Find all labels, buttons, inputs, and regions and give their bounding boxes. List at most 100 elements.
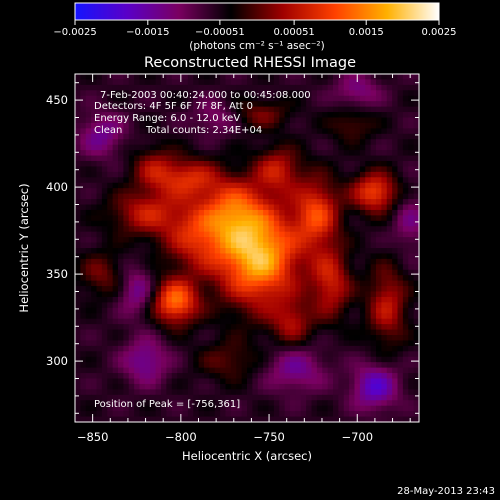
heatmap-cell [155, 248, 162, 255]
heatmap-cell [187, 122, 194, 129]
heatmap-cell [241, 318, 248, 325]
heatmap-cell [268, 253, 275, 260]
heatmap-cell [144, 269, 151, 276]
heatmap-cell [316, 373, 323, 380]
heatmap-cell [343, 383, 350, 390]
heatmap-cell [247, 209, 253, 216]
heatmap-cell [376, 237, 382, 244]
heatmap-cell [236, 329, 243, 336]
heatmap-cell [397, 188, 404, 195]
heatmap-cell [247, 122, 253, 129]
heatmap-cell [322, 394, 329, 401]
heatmap-cell [349, 161, 356, 168]
heatmap-cell [171, 329, 178, 336]
heatmap-cell [284, 275, 291, 282]
heatmap-cell [311, 171, 318, 178]
heatmap-cell [112, 302, 119, 309]
heatmap-cell [182, 193, 189, 200]
heatmap-cell [359, 405, 366, 412]
heatmap-cell [171, 378, 178, 385]
heatmap-cell [177, 177, 184, 184]
heatmap-cell [112, 253, 119, 260]
heatmap-cell [354, 199, 361, 206]
heatmap-cell [370, 389, 377, 396]
heatmap-cell [300, 411, 307, 418]
heatmap-cell [392, 112, 399, 119]
heatmap-cell [365, 204, 372, 211]
heatmap-cell [386, 302, 393, 309]
heatmap-cell [118, 177, 124, 184]
colorbar-tick-label: 0.00051 [273, 27, 314, 38]
heatmap-cell [144, 411, 151, 418]
heatmap-cell [123, 117, 130, 124]
heatmap-cell [236, 286, 243, 293]
heatmap-cell [236, 280, 243, 287]
heatmap-cell [166, 335, 173, 342]
heatmap-cell [214, 313, 221, 320]
heatmap-cell [247, 416, 253, 423]
heatmap-cell [241, 182, 248, 189]
colorbar-tick-label: −0.00051 [195, 27, 245, 38]
heatmap-cell [193, 101, 200, 108]
heatmap-cell [182, 335, 189, 342]
heatmap-cell [193, 253, 200, 260]
heatmap-cell [128, 269, 135, 276]
heatmap-cell [279, 220, 286, 227]
heatmap-cell [204, 362, 210, 369]
heatmap-cell [134, 253, 141, 260]
heatmap-cell [300, 242, 307, 249]
heatmap-cell [134, 373, 141, 380]
heatmap-cell [376, 209, 382, 216]
heatmap-cell [220, 362, 227, 369]
heatmap-cell [171, 150, 178, 157]
heatmap-cell [397, 74, 404, 81]
heatmap-cell [144, 416, 151, 423]
heatmap-cell [134, 351, 141, 358]
heatmap-cell [252, 335, 259, 342]
heatmap-cell [225, 405, 232, 412]
heatmap-cell [381, 106, 388, 113]
heatmap-cell [177, 188, 184, 195]
heatmap-cell [198, 117, 205, 124]
heatmap-cell [349, 231, 356, 238]
heatmap-cell [290, 389, 296, 396]
heatmap-cell [123, 188, 130, 195]
heatmap-cell [214, 161, 221, 168]
heatmap-cell [209, 345, 216, 352]
heatmap-cell [241, 90, 248, 97]
heatmap-cell [386, 226, 393, 233]
heatmap-cell [311, 161, 318, 168]
heatmap-cell [381, 166, 388, 173]
heatmap-cell [392, 378, 399, 385]
heatmap-cell [397, 182, 404, 189]
heatmap-cell [252, 383, 259, 390]
heatmap-cell [290, 329, 296, 336]
heatmap-cell [80, 166, 87, 173]
heatmap-cell [397, 90, 404, 97]
heatmap-cell [322, 150, 329, 157]
heatmap-cell [220, 204, 227, 211]
heatmap-cell [354, 378, 361, 385]
heatmap-cell [128, 313, 135, 320]
heatmap-cell [209, 242, 216, 249]
heatmap-cell [128, 340, 135, 347]
heatmap-cell [166, 90, 173, 97]
heatmap-cell [386, 286, 393, 293]
heatmap-cell [252, 220, 259, 227]
heatmap-cell [413, 188, 420, 195]
heatmap-cell [252, 101, 259, 108]
heatmap-cell [376, 275, 382, 282]
heatmap-cell [91, 378, 98, 385]
heatmap-cell [381, 188, 388, 195]
heatmap-cell [273, 356, 280, 363]
heatmap-cell [101, 188, 108, 195]
heatmap-cell [96, 373, 103, 380]
heatmap-cell [354, 226, 361, 233]
heatmap-cell [123, 329, 130, 336]
heatmap-cell [144, 318, 151, 325]
heatmap-cell [123, 193, 130, 200]
heatmap-cell [171, 122, 178, 129]
heatmap-cell [327, 269, 334, 276]
heatmap-cell [349, 101, 356, 108]
heatmap-cell [327, 112, 334, 119]
